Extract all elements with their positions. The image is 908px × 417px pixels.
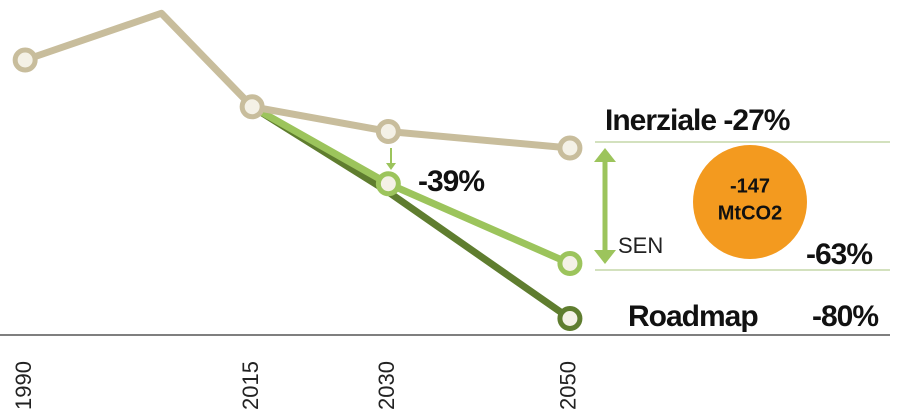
point-marker [557, 251, 583, 276]
point-marker [239, 94, 265, 120]
point-marker [375, 119, 401, 144]
point-marker [375, 171, 401, 197]
gap-arrow [386, 148, 396, 170]
difference-arrow [594, 148, 616, 264]
x-tick-label: 2030 [374, 361, 399, 410]
point-marker [557, 306, 583, 331]
x-tick-label: 1990 [11, 361, 36, 410]
x-tick-label: 2015 [238, 361, 263, 410]
annotation: -39% [418, 165, 484, 198]
point-marker [557, 135, 583, 161]
series-line [250, 103, 572, 322]
x-tick-label: 2050 [556, 361, 581, 410]
annotation: -63% [806, 238, 872, 271]
annotation: MtCO2 [718, 202, 782, 224]
highlight-circle [693, 145, 807, 259]
annotation: -80% [812, 300, 878, 333]
annotation: -147 [730, 175, 770, 197]
annotation: SEN [618, 233, 663, 258]
annotation: Inerziale -27% [605, 104, 790, 137]
series-line [24, 9, 571, 152]
annotation: Roadmap [628, 300, 758, 333]
point-marker [12, 47, 38, 73]
